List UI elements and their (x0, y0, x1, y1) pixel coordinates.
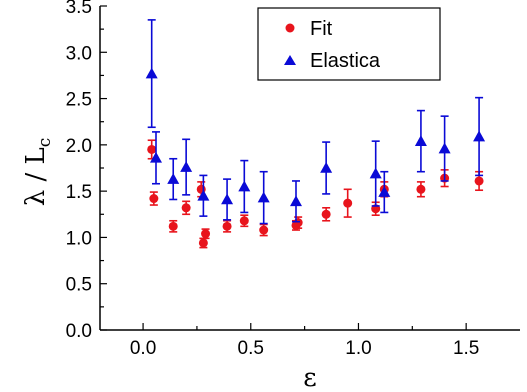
data-point-fit (222, 221, 232, 231)
data-point-elastica (290, 195, 302, 207)
data-point-fit (239, 216, 249, 226)
y-axis-ticks: 0.0 0.5 1.0 1.5 2.0 2.5 3.0 3.5 (66, 0, 107, 342)
data-point-elastica (473, 130, 486, 142)
y-tick-label: 1.0 (66, 228, 92, 249)
data-point-fit (321, 209, 331, 219)
data-point-elastica (257, 191, 270, 203)
data-point-fit (416, 184, 426, 194)
data-point-fit (149, 194, 159, 204)
data-point-fit (474, 176, 484, 186)
legend-elastica-marker (284, 55, 296, 65)
series-elastica (145, 19, 486, 225)
data-point-elastica (221, 193, 234, 205)
x-tick-label: 1.0 (345, 338, 371, 359)
data-point-fit (343, 198, 353, 208)
data-point-fit (293, 218, 303, 228)
data-point-elastica (414, 135, 427, 146)
y-tick-label: 0.5 (66, 275, 92, 296)
series-fit (147, 139, 484, 249)
y-tick-label: 3.5 (66, 0, 92, 18)
legend-fit-label: Fit (310, 18, 333, 40)
legend-box (257, 7, 441, 81)
data-point-fit (201, 229, 211, 239)
data-point-elastica (238, 180, 251, 192)
data-point-elastica (145, 67, 158, 79)
data-point-fit (181, 203, 191, 213)
y-axis-label-main: λ / L (21, 147, 51, 206)
data-point-elastica (150, 151, 162, 163)
y-tick-label: 2.0 (66, 136, 92, 157)
legend-elastica-label: Elastica (310, 50, 381, 72)
y-tick-label: 2.5 (66, 90, 92, 111)
data-point-fit (259, 225, 269, 235)
data-point-elastica (180, 161, 193, 172)
x-axis-ticks: 0.0 0.5 1.0 1.5 (130, 323, 479, 359)
data-point-elastica (378, 186, 391, 197)
x-axis-label: ε (303, 363, 316, 392)
legend-fit-marker (285, 23, 295, 33)
data-point-fit (168, 221, 178, 231)
y-axis-label: λ / Lc (21, 138, 55, 207)
data-point-elastica (197, 189, 210, 201)
plot-area: 0.0 0.5 1.0 1.5 0.0 0.5 1.0 1.5 2.0 2.5 3.0 3.5 (66, 0, 520, 359)
x-tick-label: 1.5 (453, 338, 479, 359)
y-tick-label: 3.0 (66, 43, 92, 64)
y-tick-label: 1.5 (66, 182, 92, 203)
data-point-elastica (320, 162, 333, 173)
data-point-fit (198, 238, 208, 248)
x-tick-label: 0.5 (238, 338, 264, 359)
y-tick-label: 0.0 (66, 321, 92, 342)
data-point-elastica (438, 142, 451, 154)
data-series (145, 19, 486, 249)
data-point-elastica (369, 167, 382, 179)
x-tick-label: 0.0 (130, 338, 156, 359)
data-point-elastica (167, 173, 180, 184)
y-axis-label-subscript: c (35, 138, 55, 148)
legend: Fit Elastica (257, 7, 441, 81)
data-point-fit (147, 144, 157, 154)
